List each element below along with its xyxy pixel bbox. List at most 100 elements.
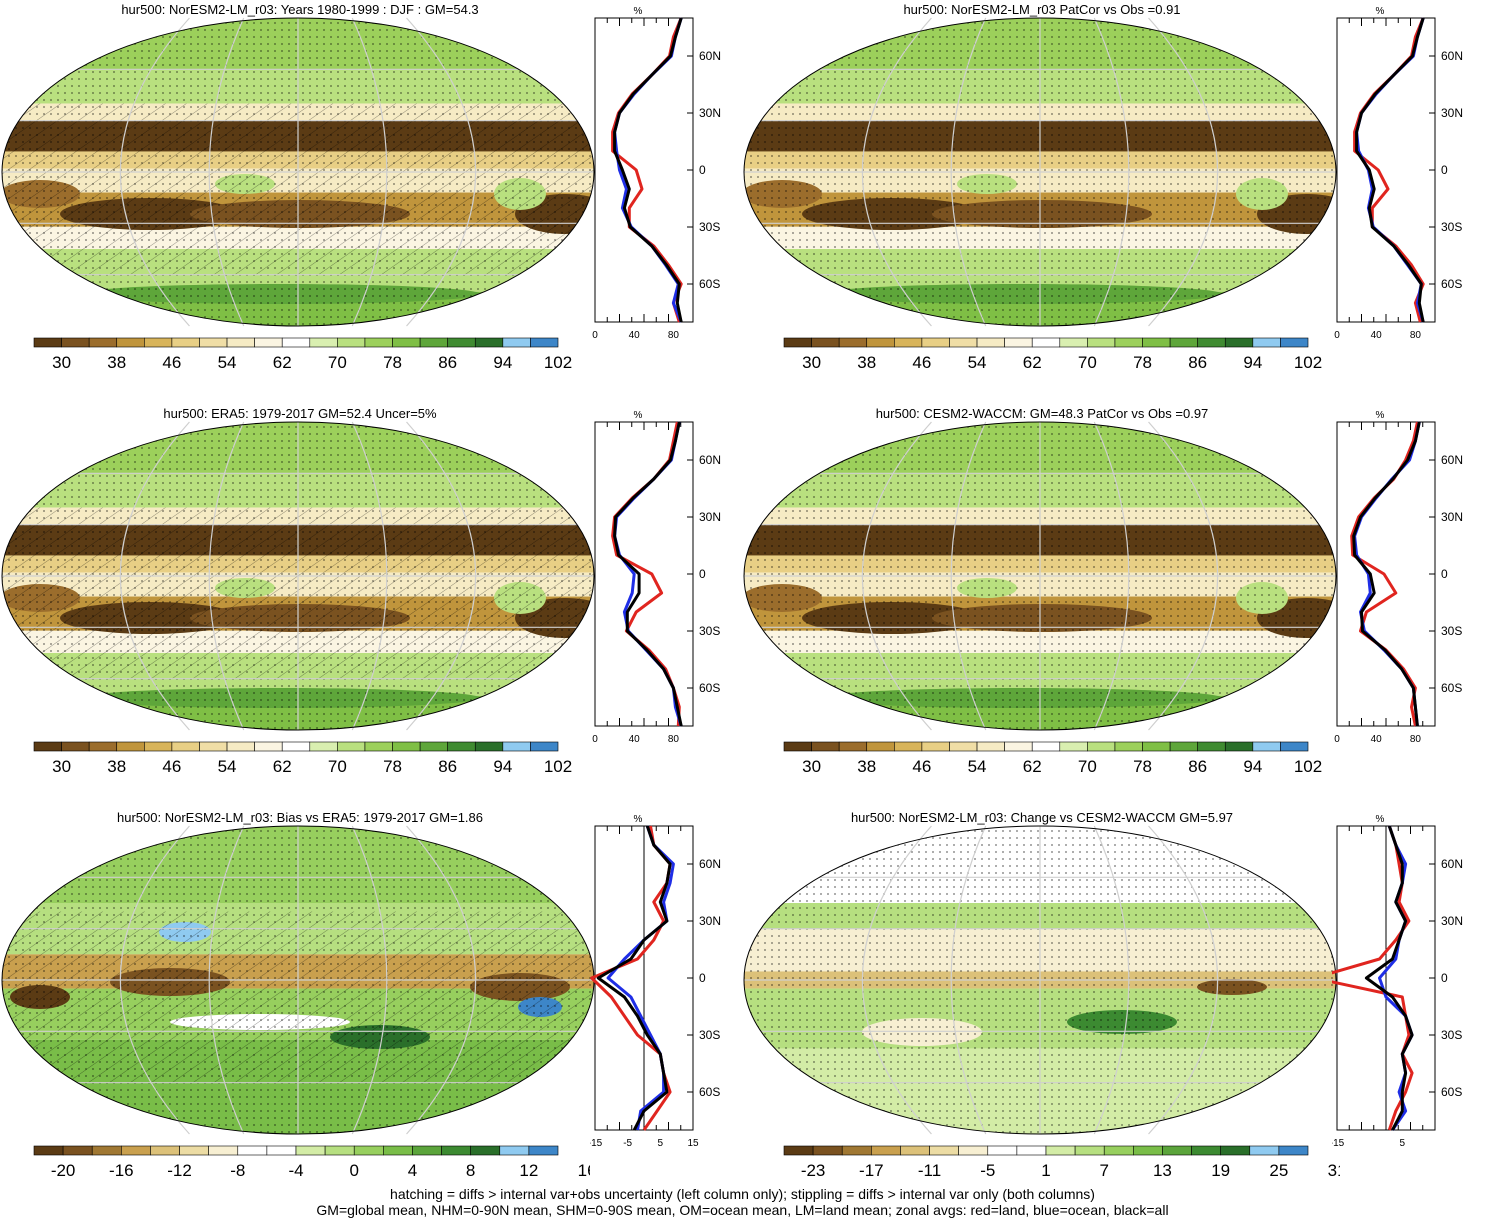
colorbar-segment	[1224, 741, 1254, 752]
colorbar-tick-label: 8	[466, 1161, 475, 1180]
colorbar-tick-label: 13	[1153, 1161, 1172, 1180]
graticule-meridian	[119, 825, 190, 1135]
colorbar-tick-label: 102	[1294, 353, 1322, 372]
zonal-unit-label: %	[634, 814, 643, 825]
colorbar-segment	[1031, 337, 1061, 348]
colorbar-tick-label: 30	[802, 757, 821, 776]
zonal-series-ocean	[606, 825, 675, 1131]
colorbar-segment	[33, 337, 62, 348]
colorbar-segment	[866, 741, 895, 752]
colorbar-segment	[841, 1145, 872, 1156]
zonal-lat-label: 0	[699, 971, 706, 985]
colorbar-segment	[1016, 1145, 1047, 1156]
colorbar-segment	[811, 337, 840, 348]
map-border	[1, 421, 595, 731]
colorbar-tick-label: 86	[438, 757, 457, 776]
colorbar-segment	[419, 741, 448, 752]
colorbar-segment	[1114, 337, 1143, 348]
zonal-series-all	[596, 825, 672, 1131]
colorbar-tick-label: 94	[493, 353, 512, 372]
colorbar-segment	[254, 741, 283, 752]
colorbar-segment	[1169, 741, 1198, 752]
colorbar-segment	[324, 1145, 355, 1156]
colorbar-segment	[61, 337, 90, 348]
colorbar-segment	[1252, 337, 1281, 348]
colorbar-tick-label: 4	[408, 1161, 417, 1180]
graticule-meridian	[351, 17, 388, 327]
panel-4: hur500: CESM2-WACCM: GM=48.3 PatCor vs O…	[742, 404, 1485, 794]
colorbar-tick-label: 30	[52, 757, 71, 776]
colorbar-tick-label: 70	[1078, 757, 1097, 776]
colorbar-segment	[921, 337, 950, 348]
colorbar-segment	[208, 1145, 239, 1156]
colorbar-tick-label: 62	[273, 353, 292, 372]
zonal-lat-label: 30S	[1441, 624, 1462, 638]
zonal-x-tick-label: 5	[1400, 1138, 1406, 1149]
panel-3: hur500: ERA5: 1979-2017 GM=52.4 Uncer=5%…	[0, 404, 742, 794]
colorbar-segment	[1169, 337, 1198, 348]
colorbar-tick-label: -20	[51, 1161, 76, 1180]
graticule-meridian	[1093, 421, 1130, 731]
colorbar-segment	[871, 1145, 901, 1156]
zonal-lat-label: 30N	[699, 510, 721, 524]
zonal-x-tick-label: 40	[629, 330, 641, 341]
colorbar-segment	[226, 337, 255, 348]
panel-1: hur500: NorESM2-LM_r03: Years 1980-1999 …	[0, 0, 742, 390]
colorbar-segment	[958, 1145, 989, 1156]
panel-6: hur500: NorESM2-LM_r03: Change vs CESM2-…	[742, 808, 1485, 1188]
colorbar-tick-label: -12	[167, 1161, 192, 1180]
colorbar-segment	[1087, 337, 1116, 348]
colorbar-segment	[921, 741, 950, 752]
map-border	[1, 17, 595, 327]
colorbar-tick-label: 46	[912, 353, 931, 372]
graticule-meridian	[1148, 421, 1219, 731]
zonal-x-tick-label: 0	[592, 330, 598, 341]
zonal-lat-label: 60S	[1441, 277, 1462, 291]
graticule-meridian	[861, 421, 932, 731]
colorbar-segment	[1191, 1145, 1221, 1156]
zonal-series-all	[613, 421, 683, 727]
colorbar-tick-label: 7	[1099, 1161, 1108, 1180]
colorbar-tick-label: 54	[968, 757, 987, 776]
colorbar-segment	[1197, 741, 1226, 752]
colorbar-tick-label: 86	[438, 353, 457, 372]
colorbar-segment	[61, 741, 90, 752]
zonal-frame	[594, 17, 694, 323]
colorbar-segment	[1074, 1145, 1105, 1156]
zonal-frame	[1336, 17, 1436, 323]
colorbar-segment	[783, 1145, 814, 1156]
colorbar-segment	[894, 741, 923, 752]
colorbar-tick-label: 19	[1211, 1161, 1230, 1180]
colorbar-segment	[281, 337, 311, 348]
colorbar-segment	[1280, 741, 1309, 752]
colorbar-segment	[392, 337, 421, 348]
graticule-meridian	[861, 17, 932, 327]
map-plot	[1, 17, 595, 327]
colorbar-tick-label: 62	[273, 757, 292, 776]
colorbar-segment	[337, 337, 366, 348]
colorbar-tick-label: 102	[544, 353, 572, 372]
colorbar-segment	[116, 741, 145, 752]
colorbar-segment	[1133, 1145, 1163, 1156]
footnote-line-2: GM=global mean, NHM=0-90N mean, SHM=0-90…	[316, 1202, 1169, 1218]
zonal-series-land	[590, 825, 672, 1131]
graticule-meridian	[351, 421, 388, 731]
colorbar-segment	[144, 337, 173, 348]
colorbar-segment	[811, 741, 840, 752]
colorbar-tick-label: 31	[1328, 1161, 1340, 1180]
colorbar-tick-label: 102	[544, 757, 572, 776]
zonal-lat-label: 0	[1441, 971, 1448, 985]
colorbar-segment	[1031, 741, 1061, 752]
zonal-lat-label: 0	[699, 163, 706, 177]
colorbar-segment	[419, 337, 448, 348]
zonal-lat-label: 30N	[1441, 914, 1463, 928]
colorbar-tick-label: 54	[218, 353, 237, 372]
zonal-x-tick-label: 15	[687, 1138, 699, 1149]
colorbar-tick-label: 86	[1188, 757, 1207, 776]
colorbar-tick-label: 86	[1188, 353, 1207, 372]
colorbar-segment	[171, 741, 200, 752]
colorbar-tick-label: 78	[383, 353, 402, 372]
zonal-lat-label: 30S	[699, 624, 720, 638]
map-title: hur500: NorESM2-LM_r03 PatCor vs Obs =0.…	[903, 2, 1181, 17]
colorbar-segment	[976, 337, 1005, 348]
